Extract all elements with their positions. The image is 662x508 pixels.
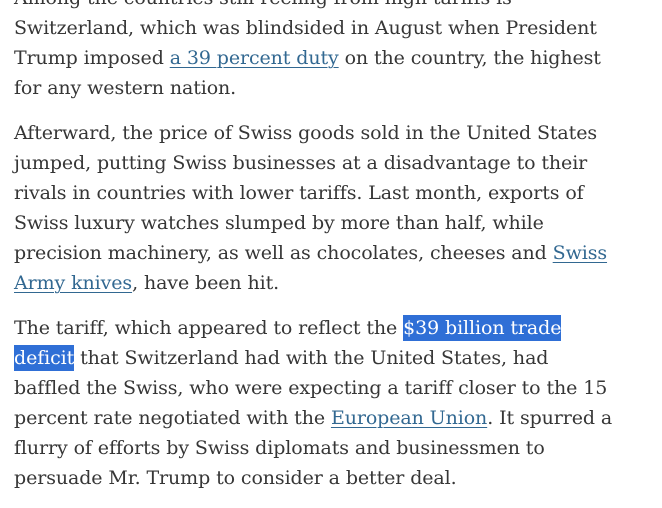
- paragraph-3: The tariff, which appeared to reflect th…: [14, 313, 614, 493]
- article-body: Among the countries still reeling from h…: [14, 0, 614, 508]
- paragraph-3-text-middle: that Switzerland had with the United Sta…: [14, 347, 608, 429]
- link-european-union[interactable]: European Union: [330, 407, 488, 429]
- paragraph-3-text-start: The tariff, which appeared to reflect th…: [14, 317, 404, 339]
- link-39-percent-duty[interactable]: a 39 percent duty: [169, 47, 339, 69]
- paragraph-1-text-end: on the country, the highest for any west…: [14, 47, 601, 99]
- paragraph-2-text-start: Afterward, the price of Swiss goods sold…: [14, 122, 597, 264]
- paragraph-1: Among the countries still reeling from h…: [14, 0, 614, 103]
- paragraph-2-text-end: , have been hit.: [132, 272, 280, 294]
- link-swiss-army-knives[interactable]: Swiss Army knives: [14, 242, 608, 294]
- paragraph-1-text-start: Among the countries still reeling from h…: [14, 0, 597, 69]
- paragraph-2: Afterward, the price of Swiss goods sold…: [14, 118, 614, 298]
